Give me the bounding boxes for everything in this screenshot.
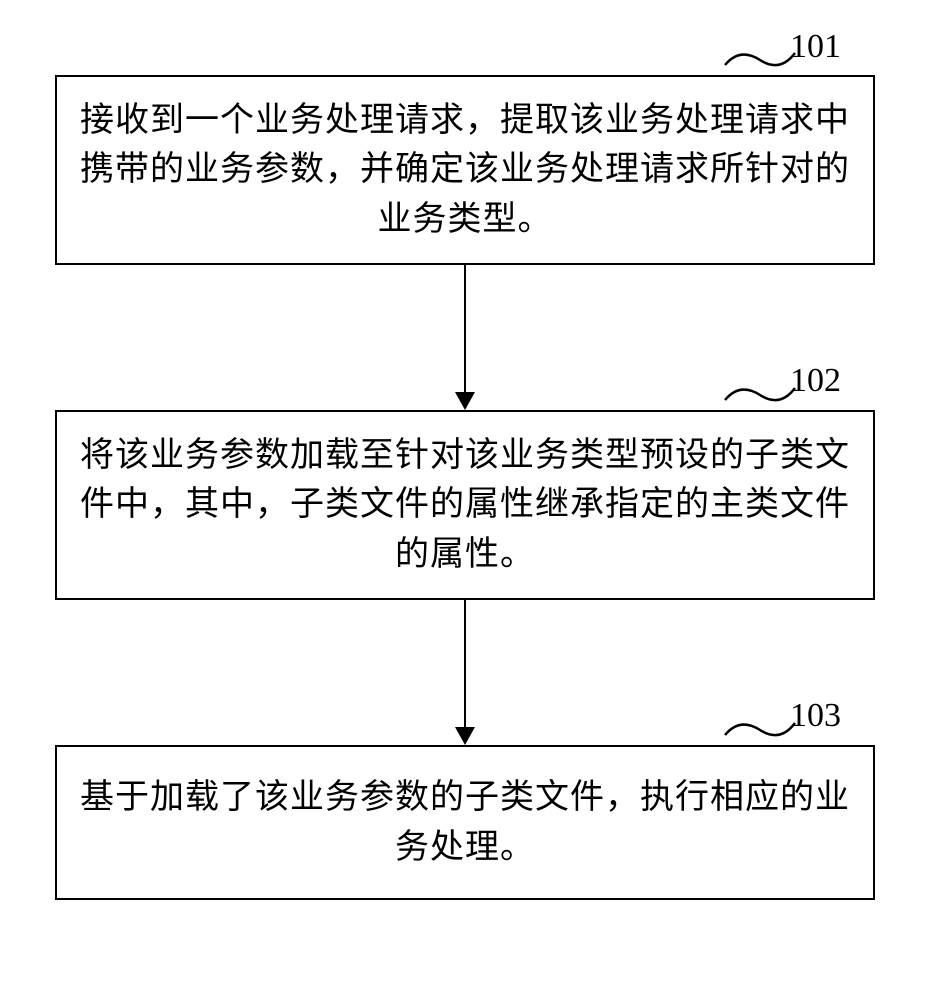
- connector-tilde: [720, 380, 800, 410]
- node-label-103: 103: [790, 697, 841, 735]
- arrow-head: [455, 727, 475, 745]
- connector-tilde: [720, 715, 800, 745]
- flow-node-101: 接收到一个业务处理请求，提取该业务处理请求中携带的业务参数，并确定该业务处理请求…: [55, 75, 875, 265]
- arrow-line: [464, 600, 466, 727]
- flow-node-102: 将该业务参数加载至针对该业务类型预设的子类文件中，其中，子类文件的属性继承指定的…: [55, 410, 875, 600]
- node-label-101: 101: [790, 28, 841, 66]
- arrow-head: [455, 392, 475, 410]
- node-label-102: 102: [790, 362, 841, 400]
- flow-node-103: 基于加载了该业务参数的子类文件，执行相应的业务处理。: [55, 745, 875, 900]
- node-text: 将该业务参数加载至针对该业务类型预设的子类文件中，其中，子类文件的属性继承指定的…: [57, 431, 873, 579]
- node-text: 接收到一个业务处理请求，提取该业务处理请求中携带的业务参数，并确定该业务处理请求…: [57, 96, 873, 244]
- connector-tilde: [720, 45, 800, 75]
- node-text: 基于加载了该业务参数的子类文件，执行相应的业务处理。: [57, 773, 873, 872]
- arrow-line: [464, 265, 466, 392]
